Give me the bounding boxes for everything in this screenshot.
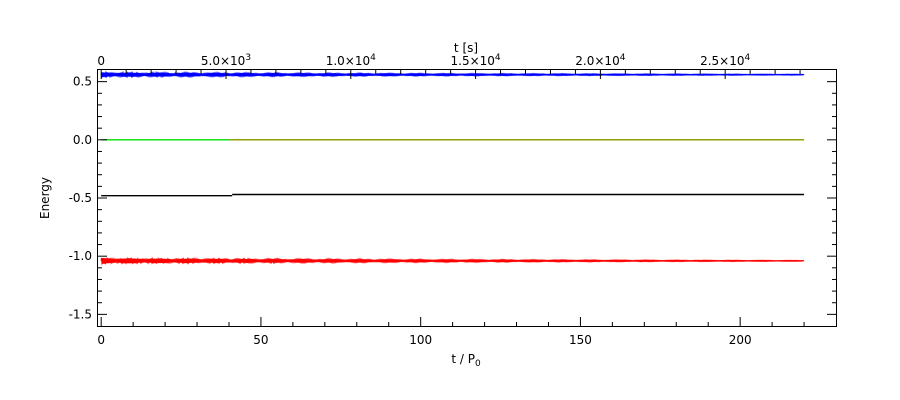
- y-tick-label: 0.0: [73, 133, 92, 147]
- top-tick-exponent: 3: [245, 53, 251, 63]
- top-tick-exponent: 4: [745, 53, 751, 63]
- top-tick-mantissa: 0: [97, 54, 105, 68]
- x-tick-label: 200: [729, 333, 752, 347]
- plot-frame: [97, 69, 837, 327]
- x-tick-label: 0: [97, 333, 105, 347]
- labels-layer: Energy t [s] t / P0: [38, 41, 481, 369]
- top-tick-label: 1.0×104: [326, 53, 376, 68]
- top-tick-label: 2.0×104: [575, 53, 625, 68]
- y-tick-label: -1.0: [69, 249, 92, 263]
- x-axis-title-main: t / P: [451, 352, 475, 366]
- series-line-1: [100, 256, 805, 266]
- x-tick-label: 100: [409, 333, 432, 347]
- x-axis-title: t / P0: [451, 352, 481, 369]
- x-axis-title-subscript: 0: [475, 359, 481, 369]
- top-axis-title: t [s]: [454, 41, 478, 55]
- ticks-layer: 0 50 100 150 200 0.5 0.0 -0.5 -1.0 -1.5 0 5.0×103 1.…: [69, 53, 836, 347]
- top-tick-exponent: 4: [370, 53, 376, 63]
- x-tick-label: 150: [569, 333, 592, 347]
- axes-layer: [97, 69, 837, 327]
- y-tick-label: -1.5: [69, 307, 92, 321]
- top-tick-mantissa: 5.0×10: [201, 54, 245, 68]
- top-tick-label: 0: [97, 54, 105, 68]
- top-tick-exponent: 4: [495, 53, 501, 63]
- y-axis-title: Energy: [38, 177, 52, 219]
- top-tick-label: 1.5×104: [451, 53, 501, 68]
- top-tick-mantissa: 2.0×10: [575, 54, 619, 68]
- top-tick-mantissa: 1.5×10: [451, 54, 495, 68]
- top-tick-mantissa: 2.5×10: [700, 54, 744, 68]
- x-tick-label: 50: [253, 333, 268, 347]
- top-tick-mantissa: 1.0×10: [326, 54, 370, 68]
- top-tick-label: 2.5×104: [700, 53, 750, 68]
- y-tick-label: -0.5: [69, 191, 92, 205]
- series-layer: [100, 70, 805, 266]
- series-line-0: [100, 70, 805, 79]
- y-tick-label: 0.5: [73, 75, 92, 89]
- top-tick-label: 5.0×103: [201, 53, 251, 68]
- top-tick-exponent: 4: [620, 53, 626, 63]
